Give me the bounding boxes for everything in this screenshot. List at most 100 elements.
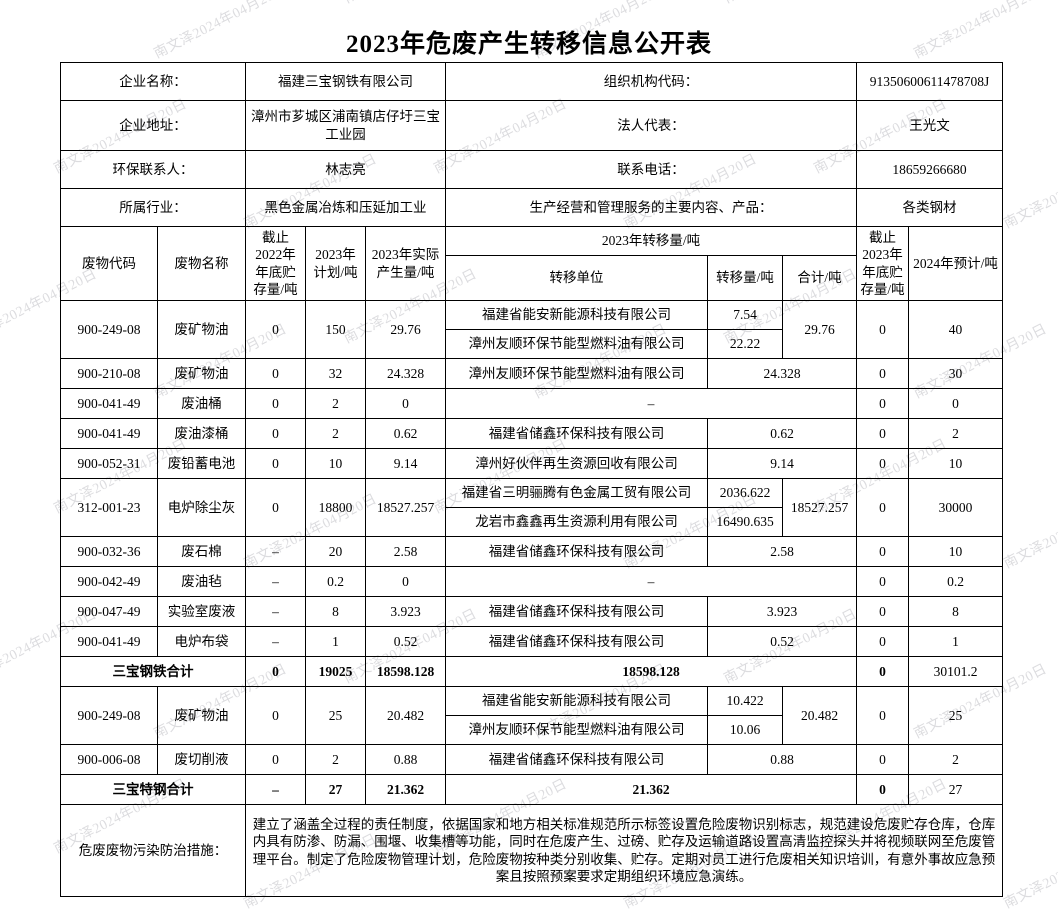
watermark-text: 南文泽2024年04月20日 [1001, 831, 1058, 912]
cell-stock-2022: – [245, 626, 306, 658]
watermark-text: 南文泽2024年04月20日 [1001, 151, 1058, 232]
cell-actual: 29.76 [364, 300, 447, 360]
cell-transfer-amount: 7.54 [707, 300, 784, 331]
cell-subtotal-stock-2023: 0 [856, 774, 910, 806]
cell-transfer-amount: 22.22 [707, 329, 784, 360]
cell-transfer-total: 9.14 [707, 448, 858, 480]
company-info-value: 王光文 [856, 100, 1004, 151]
subtotal-row: 三宝钢铁合计 0 19025 18598.128 18598.128 0 30101.2 [60, 656, 1004, 688]
waste-row: 900-052-31 废铅蓄电池 0 10 9.14 漳州好伙伴再生资源回收有限公司 9.1… [60, 448, 1004, 480]
cell-stock-2023: 0 [856, 566, 910, 598]
th-waste-code: 废物代码 [60, 225, 158, 302]
company-info-label: 法人代表： [445, 100, 858, 151]
cell-forecast: 10 [908, 536, 1004, 568]
cell-stock-2023: 0 [856, 744, 910, 776]
cell-waste-name: 废矿物油 [157, 300, 246, 360]
cell-subtotal-actual: 18598.128 [364, 656, 447, 688]
cell-subtotal-plan: 27 [305, 774, 366, 806]
cell-stock-2022: 0 [245, 478, 306, 538]
cell-waste-code: 900-032-36 [60, 536, 158, 568]
cell-waste-name: 废石棉 [157, 536, 246, 568]
company-info-value: 黑色金属冶炼和压延加工业 [244, 188, 447, 227]
th-transfer-unit: 转移单位 [445, 255, 709, 302]
cell-transfer-total: 3.923 [707, 596, 858, 628]
cell-waste-code: 900-006-08 [60, 744, 158, 776]
company-info-label: 联系电话： [445, 150, 858, 189]
cell-actual: 0.88 [364, 744, 447, 776]
waste-row: 900-249-08 废矿物油 0 150 29.76 福建省能安新能源科技有限公司 7.5… [60, 300, 1004, 360]
cell-transfer-total: 20.482 [782, 686, 858, 746]
cell-stock-2022: – [245, 566, 306, 598]
cell-plan: 25 [305, 686, 366, 746]
disclosure-table: 企业名称： 福建三宝钢铁有限公司 组织机构代码： 91350600611478708J… [60, 62, 1004, 898]
th-transfer-amount: 转移量/吨 [707, 255, 784, 302]
cell-waste-code: 312-001-23 [60, 478, 158, 538]
cell-actual: 9.14 [364, 448, 447, 480]
footer-row: 危废废物污染防治措施： 建立了涵盖全过程的责任制度，依据国家和地方相关标准规范所示… [60, 804, 1004, 898]
cell-transfer-total: 0.88 [707, 744, 858, 776]
cell-actual: 24.328 [364, 358, 447, 390]
company-info-value: 各类钢材 [856, 188, 1004, 227]
waste-row: 900-006-08 废切削液 0 2 0.88 福建省储鑫环保科技有限公司 0.88 0 2 [60, 744, 1004, 776]
watermark-text: 南文泽2024年04月20日 [720, 0, 860, 8]
th-stock-2023: 截止2023年年底贮存量/吨 [856, 225, 910, 302]
cell-transfer-unit: 福建省三明骊腾有色金属工贸有限公司 [445, 478, 709, 509]
cell-transfer-unit: 龙岩市鑫鑫再生资源利用有限公司 [445, 507, 709, 538]
cell-subtotal-forecast: 30101.2 [908, 656, 1004, 688]
cell-transfer-unit: – [445, 388, 858, 420]
cell-transfer-amount: 16490.635 [707, 507, 784, 538]
th-transfer-group: 2023年转移量/吨 [445, 225, 858, 257]
cell-waste-name: 废油漆桶 [157, 418, 246, 450]
th-plan-2023: 2023年计划/吨 [305, 225, 366, 302]
company-info-value: 漳州市芗城区浦南镇店仔圩三宝工业园 [244, 100, 447, 151]
company-info-label: 企业地址： [60, 100, 246, 151]
cell-forecast: 30000 [908, 478, 1004, 538]
cell-transfer-unit: 漳州友顺环保节能型燃料油有限公司 [445, 329, 709, 360]
disclosure-table-wrapper: 企业名称： 福建三宝钢铁有限公司 组织机构代码： 91350600611478708J… [60, 62, 1004, 898]
cell-waste-code: 900-041-49 [60, 418, 158, 450]
cell-plan: 18800 [305, 478, 366, 538]
watermark-text: 南文泽2024年04月20日 [340, 0, 480, 8]
cell-actual: 0.62 [364, 418, 447, 450]
cell-waste-code: 900-041-49 [60, 388, 158, 420]
waste-row: 900-047-49 实验室废液 –8 3.923 福建省储鑫环保科技有限公司 3.923… [60, 596, 1004, 628]
th-actual-2023: 2023年实际产生量/吨 [364, 225, 447, 302]
cell-forecast: 40 [908, 300, 1004, 360]
cell-waste-name: 废矿物油 [157, 358, 246, 390]
cell-transfer-amount: 10.422 [707, 686, 784, 717]
cell-subtotal-label: 三宝钢铁合计 [60, 656, 246, 688]
company-info-row: 企业地址： 漳州市芗城区浦南镇店仔圩三宝工业园 法人代表： 王光文 [60, 100, 1004, 151]
cell-transfer-total: 0.52 [707, 626, 858, 658]
cell-actual: 3.923 [364, 596, 447, 628]
waste-row: 900-249-08 废矿物油 0 25 20.482 福建省能安新能源科技有限公司 10.… [60, 686, 1004, 746]
subtotal-row: 三宝特钢合计 –27 21.362 21.362 0 27 [60, 774, 1004, 806]
company-info-value: 18659266680 [856, 150, 1004, 189]
cell-stock-2022: 0 [245, 358, 306, 390]
cell-stock-2022: 0 [245, 448, 306, 480]
cell-forecast: 2 [908, 744, 1004, 776]
cell-waste-name: 废切削液 [157, 744, 246, 776]
company-info-label: 组织机构代码： [445, 62, 858, 101]
cell-subtotal-stock-2022: – [245, 774, 306, 806]
cell-forecast: 8 [908, 596, 1004, 628]
footer-text: 建立了涵盖全过程的责任制度，依据国家和地方相关标准规范所示标签设置危险废物识别标… [244, 804, 1004, 898]
cell-waste-name: 废矿物油 [157, 686, 246, 746]
cell-plan: 1 [305, 626, 366, 658]
cell-transfer-total: 0.62 [707, 418, 858, 450]
company-info-row: 企业名称： 福建三宝钢铁有限公司 组织机构代码： 91350600611478708J [60, 62, 1004, 101]
cell-waste-code: 900-249-08 [60, 300, 158, 360]
cell-transfer-total: 18527.257 [782, 478, 858, 538]
cell-transfer-unit: 福建省能安新能源科技有限公司 [445, 300, 709, 331]
cell-stock-2023: 0 [856, 478, 910, 538]
waste-row: 900-032-36 废石棉 –20 2.58 福建省储鑫环保科技有限公司 2.58 0 10 [60, 536, 1004, 568]
company-info-label: 环保联系人： [60, 150, 246, 189]
waste-row: 900-210-08 废矿物油 0 32 24.328 漳州友顺环保节能型燃料油有限公司 2… [60, 358, 1004, 390]
cell-forecast: 0 [908, 388, 1004, 420]
cell-plan: 150 [305, 300, 366, 360]
cell-subtotal-actual: 21.362 [364, 774, 447, 806]
cell-waste-name: 电炉布袋 [157, 626, 246, 658]
cell-forecast: 1 [908, 626, 1004, 658]
watermark-text: 南文泽2024年04月20日 [1001, 491, 1058, 572]
cell-subtotal-forecast: 27 [908, 774, 1004, 806]
waste-row: 900-041-49 废油漆桶 0 2 0.62 福建省储鑫环保科技有限公司 0.62 0 2 [60, 418, 1004, 450]
